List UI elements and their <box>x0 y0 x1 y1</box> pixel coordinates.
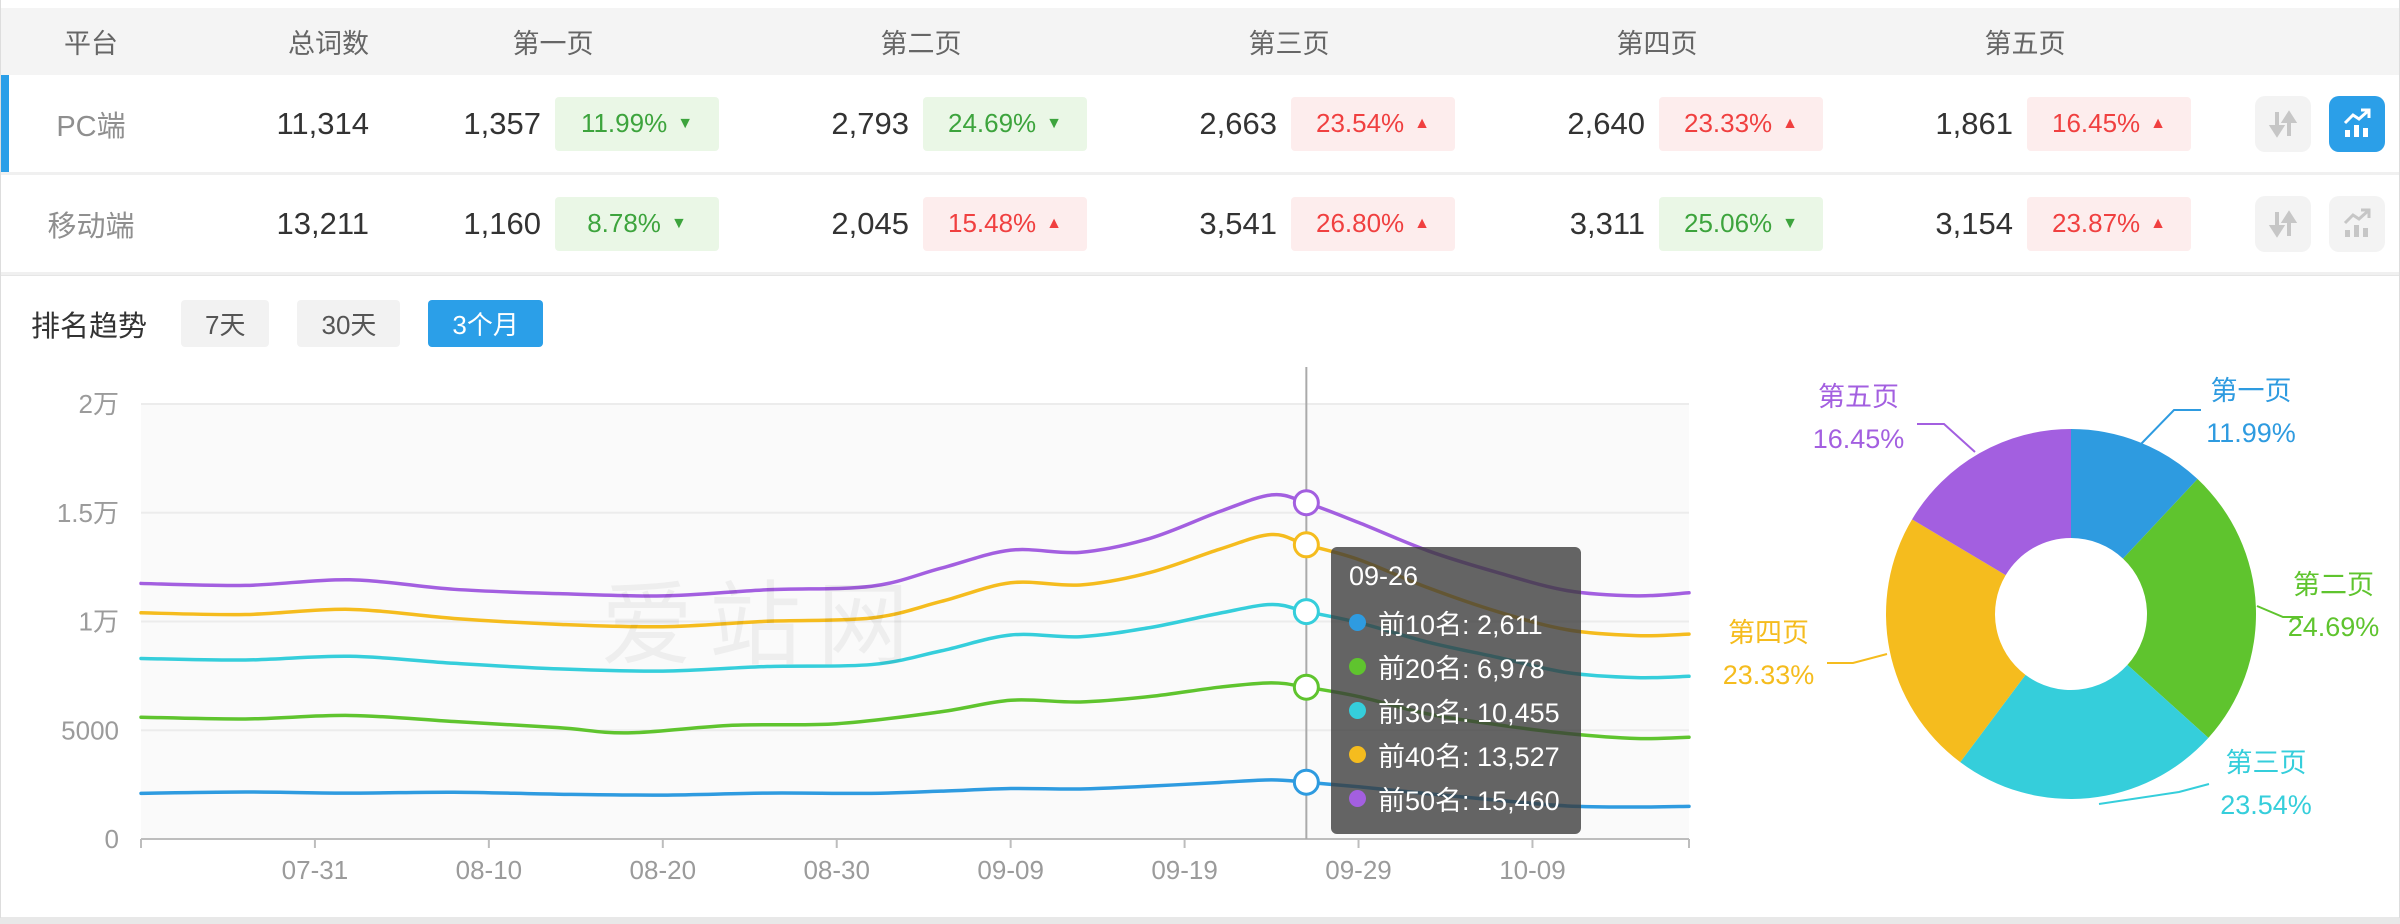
page5-count: 1,861 <box>1935 105 2013 141</box>
svg-text:07-31: 07-31 <box>282 855 349 885</box>
tooltip-row-top40: 前40名: 13,527 <box>1349 732 1563 776</box>
donut-label-page1: 第一页 11.99% <box>2206 376 2296 448</box>
col-page-1: 第一页 <box>512 29 594 59</box>
rank-trend-line-chart[interactable]: 0 5000 1万 1.5万 2万 07-31 08-10 08-20 08-30 09-09 09… <box>1 359 1701 912</box>
svg-text:09-19: 09-19 <box>1151 855 1218 885</box>
page3-change-badge: 23.54% ▲ <box>1291 96 1455 151</box>
table-row-mobile[interactable]: 移动端 13,211 1,160 8.78% ▼ 2,045 15.48% ▲ 3,… <box>1 175 2399 275</box>
page2-change-badge: 24.69% ▼ <box>923 96 1087 151</box>
tooltip-row-top10: 前10名: 2,611 <box>1349 600 1563 644</box>
page3-count: 3,541 <box>1199 205 1277 241</box>
donut-canvas <box>1827 409 2303 805</box>
page-distribution-donut[interactable]: 第一页 11.99% 第二页 24.69% 第三页 23.54% 第四页 23.33% … <box>1701 359 2400 912</box>
page1-change-badge: 11.99% ▼ <box>555 96 719 151</box>
sort-arrows-icon <box>2268 209 2298 238</box>
col-total-words: 总词数 <box>288 29 369 59</box>
tab-7-days[interactable]: 7天 <box>181 300 270 347</box>
page1-change-badge: 8.78% ▼ <box>555 196 719 251</box>
col-platform: 平台 <box>64 29 118 59</box>
col-page-3: 第三页 <box>1248 29 1330 59</box>
page3-change-badge: 26.80% ▲ <box>1291 196 1455 251</box>
tooltip-row-top30: 前30名: 10,455 <box>1349 688 1563 732</box>
table-header-row: 平台 总词数 第一页 第二页 第三页 第四页 第五页 <box>1 8 2399 75</box>
tab-30-days[interactable]: 30天 <box>297 300 401 347</box>
page4-count: 2,640 <box>1567 105 1645 141</box>
donut-label-page2: 第二页 24.69% <box>2287 570 2380 642</box>
sort-button[interactable] <box>2255 195 2311 252</box>
series-dot-top30 <box>1349 701 1366 719</box>
platform-label: PC端 <box>56 110 126 143</box>
page4-change-badge: 25.06% ▼ <box>1659 196 1823 251</box>
svg-text:09-29: 09-29 <box>1325 855 1392 885</box>
page3-count: 2,663 <box>1199 105 1277 141</box>
col-page-4: 第四页 <box>1616 29 1698 59</box>
tooltip-row-top20: 前20名: 6,978 <box>1349 644 1563 688</box>
donut-label-page3: 第三页 23.54% <box>2220 748 2312 820</box>
series-dot-top50 <box>1349 789 1366 807</box>
chart-tooltip: 09-26 前10名: 2,611 前20名: 6,978 前30名: 10,4… <box>1331 547 1581 834</box>
page1-count: 1,160 <box>463 205 541 241</box>
trend-chart-icon <box>2343 208 2371 237</box>
tooltip-row-top50: 前50名: 15,460 <box>1349 776 1563 820</box>
series-dot-top40 <box>1349 745 1366 763</box>
page2-change-badge: 15.48% ▲ <box>923 196 1087 251</box>
series-dot-top20 <box>1349 657 1366 675</box>
svg-text:1.5万: 1.5万 <box>57 498 119 528</box>
svg-text:08-30: 08-30 <box>803 855 870 885</box>
page-background-strip <box>1 917 2399 923</box>
tab-3-months[interactable]: 3个月 <box>428 300 543 347</box>
svg-text:09-09: 09-09 <box>977 855 1044 885</box>
platform-label: 移动端 <box>47 210 135 243</box>
trend-chart-button-pc[interactable] <box>2329 95 2385 152</box>
sort-button[interactable] <box>2255 95 2311 152</box>
total-words-value: 11,314 <box>276 105 369 141</box>
donut-label-page5: 第五页 16.45% <box>1812 382 1905 454</box>
page5-change-badge: 23.87% ▲ <box>2027 196 2191 251</box>
svg-text:1万: 1万 <box>79 607 119 637</box>
trend-chart-button-mobile[interactable] <box>2329 195 2385 252</box>
svg-text:2万: 2万 <box>79 389 119 419</box>
page2-count: 2,045 <box>831 205 909 241</box>
page2-count: 2,793 <box>831 105 909 141</box>
page4-change-badge: 23.33% ▲ <box>1659 96 1823 151</box>
svg-text:10-09: 10-09 <box>1499 855 1566 885</box>
svg-text:0: 0 <box>105 824 119 854</box>
donut-label-page4: 第四页 23.33% <box>1722 618 1815 690</box>
svg-text:08-20: 08-20 <box>630 855 697 885</box>
trend-chart-icon <box>2343 108 2371 137</box>
series-dot-top10 <box>1349 613 1366 631</box>
rank-trend-section: 排名趋势 7天 30天 3个月 0 5000 1万 1.5万 2万 07-31 08-10 0… <box>1 275 2399 912</box>
tooltip-date: 09-26 <box>1349 561 1419 591</box>
rank-table: 平台 总词数 第一页 第二页 第三页 第四页 第五页 PC端 11,314 1,… <box>1 0 2399 275</box>
page1-count: 1,357 <box>463 105 541 141</box>
svg-text:5000: 5000 <box>61 715 119 745</box>
col-page-5: 第五页 <box>1984 29 2066 59</box>
total-words-value: 13,211 <box>276 205 369 241</box>
sort-arrows-icon <box>2268 109 2298 138</box>
table-row-pc[interactable]: PC端 11,314 1,357 11.99% ▼ 2,793 24.69% ▼ 2… <box>1 75 2399 175</box>
svg-text:08-10: 08-10 <box>456 855 523 885</box>
page5-count: 3,154 <box>1935 205 2013 241</box>
trend-section-title: 排名趋势 <box>31 310 148 343</box>
page4-count: 3,311 <box>1569 205 1645 241</box>
page5-change-badge: 16.45% ▲ <box>2027 96 2191 151</box>
col-page-2: 第二页 <box>880 29 962 59</box>
